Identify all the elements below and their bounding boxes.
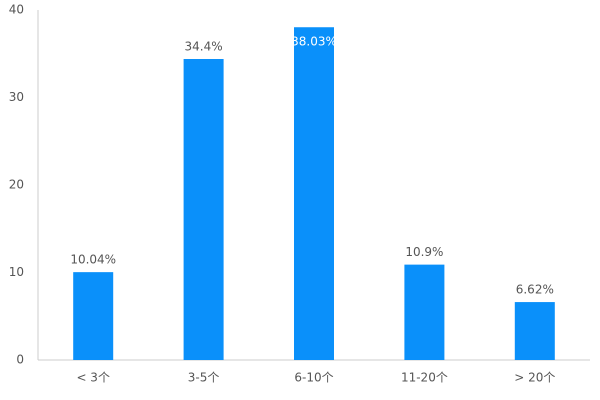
y-tick-label: 0 xyxy=(16,353,24,367)
y-tick-label: 20 xyxy=(9,178,24,192)
x-tick-label: 6-10个 xyxy=(294,371,333,385)
y-tick-label: 40 xyxy=(9,3,24,17)
y-tick-label: 10 xyxy=(9,265,24,279)
x-tick-label: < 3个 xyxy=(76,371,110,385)
bar xyxy=(294,27,334,361)
y-tick-label: 30 xyxy=(9,90,24,104)
data-label: 38.03% xyxy=(291,35,337,49)
bar xyxy=(404,264,445,360)
x-tick-label: 3-5个 xyxy=(188,371,220,385)
data-label: 34.4% xyxy=(185,40,223,54)
bar xyxy=(514,302,555,360)
bar xyxy=(183,59,224,360)
x-tick-label: > 20个 xyxy=(514,371,555,385)
data-label: 10.9% xyxy=(405,245,443,259)
x-tick-label: 11-20个 xyxy=(401,371,448,385)
data-label: 10.04% xyxy=(70,253,116,267)
data-label: 6.62% xyxy=(516,283,554,297)
bar xyxy=(73,272,114,360)
